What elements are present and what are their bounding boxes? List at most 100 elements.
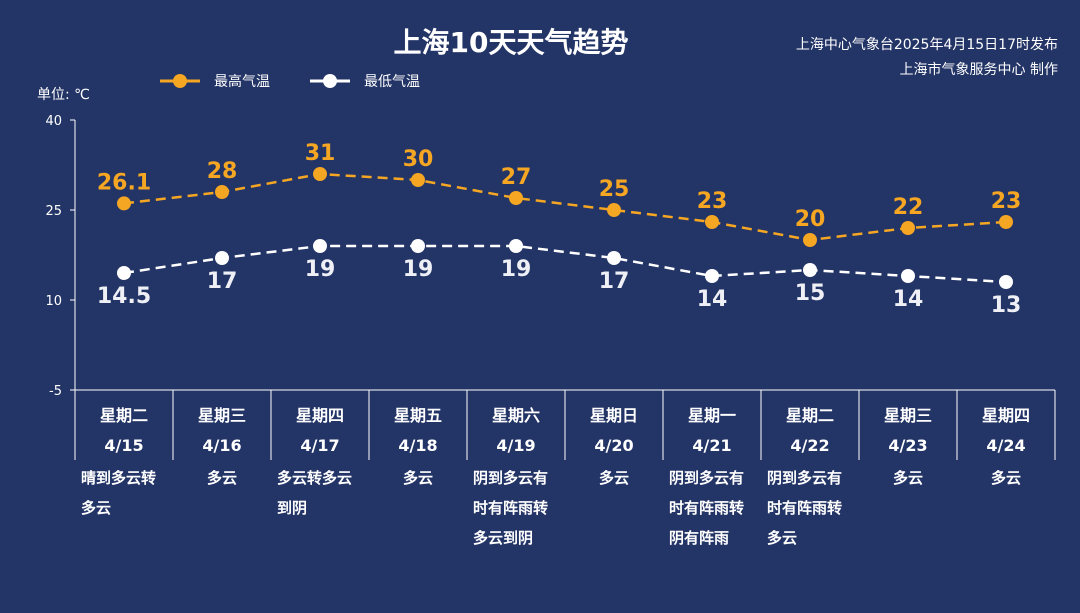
weather-condition-text: 多云 (991, 469, 1021, 487)
data-point-high (313, 167, 327, 181)
legend-marker-low (323, 74, 337, 88)
data-point-low (215, 251, 229, 265)
weekday-label: 星期三 (884, 406, 932, 425)
data-point-low (509, 239, 523, 253)
data-label-low: 13 (991, 293, 1022, 318)
data-label-high: 28 (207, 159, 238, 184)
weather-condition-text: 多云 (599, 469, 629, 487)
data-label-low: 14 (697, 287, 728, 312)
unit-label: 单位: ℃ (37, 87, 90, 103)
data-point-low (999, 275, 1013, 289)
weather-condition-text: 阴到多云有 (669, 469, 744, 487)
data-point-high (411, 173, 425, 187)
data-label-high: 23 (697, 189, 728, 214)
series-points (117, 167, 1013, 289)
date-label: 4/19 (496, 436, 535, 455)
weekday-label: 星期日 (590, 406, 638, 425)
data-point-low (411, 239, 425, 253)
data-label-low: 17 (599, 269, 630, 294)
weather-condition-text: 时有阵雨转 (473, 499, 548, 517)
axes: 40 25 10 -5 (45, 114, 1055, 460)
data-point-high (117, 196, 131, 211)
weather-condition-text: 多云 (893, 469, 923, 487)
series-line-high (123, 172, 1007, 242)
legend: 最高气温 最低气温 (160, 73, 420, 90)
series-line-low (123, 244, 1007, 284)
weather-condition-text: 多云 (81, 499, 111, 517)
y-tick-label: 10 (45, 294, 62, 309)
weekday-label: 星期二 (100, 406, 148, 425)
data-label-high: 22 (893, 195, 924, 220)
data-point-low (901, 269, 915, 283)
weather-condition-text: 多云到阴 (473, 529, 533, 547)
data-point-low (705, 269, 719, 283)
data-label-low: 15 (795, 281, 826, 306)
data-label-high: 25 (599, 177, 630, 202)
weekday-label: 星期四 (296, 406, 344, 425)
legend-label-low: 最低气温 (364, 74, 420, 90)
data-label-low: 19 (501, 257, 532, 282)
data-label-high: 30 (403, 147, 434, 172)
y-tick-label: 40 (45, 114, 62, 129)
date-label: 4/21 (692, 436, 731, 455)
data-label-high: 23 (991, 189, 1022, 214)
source-issuer: 上海中心气象台2025年4月15日17时发布 (796, 37, 1058, 53)
weekday-label: 星期一 (688, 406, 736, 425)
source-producer: 上海市气象服务中心 制作 (900, 61, 1058, 78)
data-point-low (313, 239, 327, 253)
weather-condition-text: 晴到多云转 (81, 469, 156, 487)
date-label: 4/20 (594, 436, 633, 455)
data-point-high (999, 215, 1013, 229)
data-point-high (509, 191, 523, 205)
data-label-low: 17 (207, 269, 238, 294)
weekday-label: 星期六 (492, 406, 540, 425)
weather-condition-text: 多云 (403, 469, 433, 487)
weather-condition-text: 多云转多云 (277, 469, 352, 487)
date-label: 4/17 (300, 436, 339, 455)
legend-label-high: 最高气温 (214, 73, 270, 90)
data-point-high (901, 221, 915, 235)
data-point-low (117, 266, 131, 280)
weekday-label: 星期五 (394, 406, 442, 425)
data-point-high (803, 233, 817, 247)
data-label-low: 14 (893, 287, 924, 312)
data-label-low: 19 (305, 257, 336, 282)
legend-marker-high (173, 74, 187, 88)
data-label-high: 27 (501, 165, 532, 190)
y-tick-label: 25 (45, 204, 62, 219)
data-point-high (705, 215, 719, 229)
date-label: 4/16 (202, 436, 241, 455)
data-point-low (803, 263, 817, 277)
weather-condition-text: 时有阵雨转 (669, 499, 744, 517)
chart-title: 上海10天天气趋势 (394, 26, 629, 59)
date-label: 4/22 (790, 436, 829, 455)
data-label-high: 26.1 (97, 170, 151, 195)
weather-condition-text: 到阴 (277, 499, 307, 517)
y-tick-label: -5 (49, 384, 62, 399)
weather-condition-text: 时有阵雨转 (767, 499, 842, 517)
date-label: 4/15 (104, 436, 143, 455)
weather-condition-text: 多云 (207, 469, 237, 487)
data-point-high (215, 185, 229, 199)
data-label-low: 14.5 (97, 284, 151, 309)
date-label: 4/23 (888, 436, 927, 455)
weather-condition-text: 阴到多云有 (767, 469, 842, 487)
data-label-high: 20 (795, 207, 826, 232)
weekday-label: 星期三 (198, 406, 246, 425)
forecast-table: 星期二4/15晴到多云转多云星期三4/16多云星期四4/17多云转多云到阴星期五… (74, 390, 1056, 547)
data-label-low: 19 (403, 257, 434, 282)
series-labels: 26.1 28 31 30 27 25 23 20 22 23 14.5 17 19 19 19 17 14 15… (97, 141, 1021, 318)
weekday-label: 星期四 (982, 406, 1030, 425)
legend-item-high: 最高气温 (160, 73, 270, 90)
data-point-low (607, 251, 621, 265)
data-label-high: 31 (305, 141, 336, 166)
date-label: 4/24 (986, 436, 1025, 455)
weather-condition-text: 阴有阵雨 (669, 529, 729, 547)
series-lines (123, 172, 1007, 284)
weather-condition-text: 多云 (767, 529, 797, 547)
data-point-high (607, 203, 621, 217)
weather-condition-text: 阴到多云有 (473, 469, 548, 487)
date-label: 4/18 (398, 436, 437, 455)
weekday-label: 星期二 (786, 406, 834, 425)
